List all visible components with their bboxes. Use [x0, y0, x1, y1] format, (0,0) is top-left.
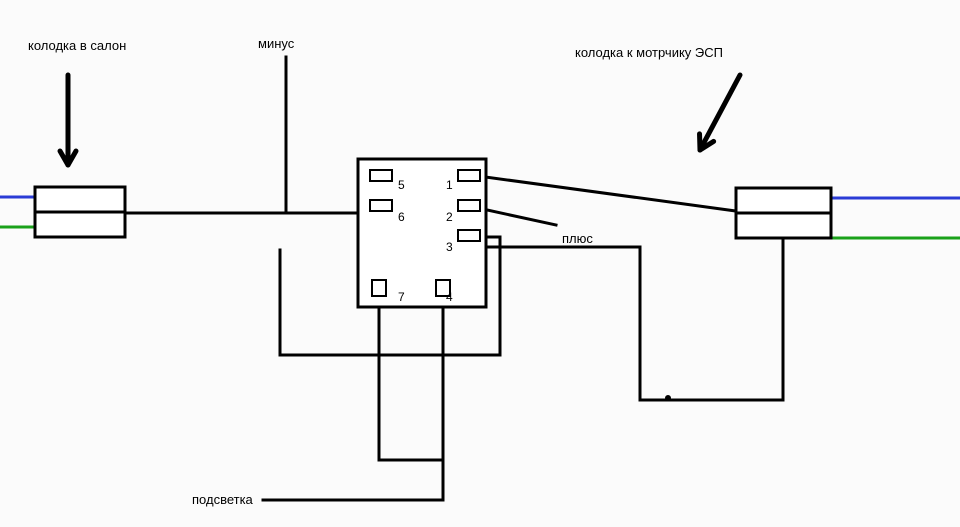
- label-pin2: 2: [446, 210, 453, 224]
- wiring-diagram: [0, 0, 960, 527]
- label-pin7: 7: [398, 290, 405, 304]
- label-pin1: 1: [446, 178, 453, 192]
- label-backlight: подсветка: [192, 492, 253, 507]
- pin-p5: [370, 170, 392, 181]
- label-minus: минус: [258, 36, 294, 51]
- pin-p6: [370, 200, 392, 211]
- label-plus: плюс: [562, 231, 593, 246]
- label-pin5: 5: [398, 178, 405, 192]
- stray-dot: [665, 395, 671, 401]
- label-pin6: 6: [398, 210, 405, 224]
- pin-p7: [372, 280, 386, 296]
- label-pin3: 3: [446, 240, 453, 254]
- label-right_conn: колодка к мотрчику ЭСП: [575, 45, 723, 60]
- pin-p2: [458, 200, 480, 211]
- label-left_conn: колодка в салон: [28, 38, 126, 53]
- label-pin4: 4: [446, 290, 453, 304]
- pin-p3: [458, 230, 480, 241]
- pin-p1: [458, 170, 480, 181]
